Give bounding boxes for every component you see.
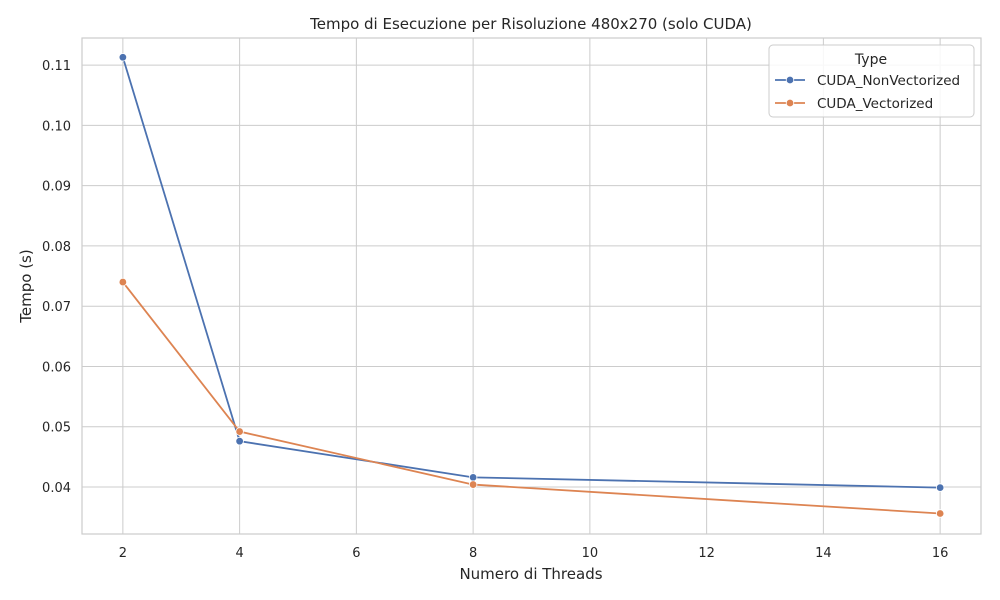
series-line-0 [122, 57, 941, 489]
y-tick-label: 0.06 [42, 360, 71, 375]
x-tick-label: 6 [352, 546, 360, 561]
legend-title: Type [854, 52, 887, 68]
x-tick-label: 16 [932, 546, 949, 561]
y-tick-label: 0.04 [42, 481, 71, 496]
x-tick-label: 12 [698, 546, 715, 561]
series-group [118, 53, 945, 518]
chart-title: Tempo di Esecuzione per Risoluzione 480x… [309, 15, 752, 33]
data-point [468, 480, 478, 489]
legend: Type CUDA_NonVectorized CUDA_Vectorized [768, 44, 975, 118]
data-point [468, 473, 478, 482]
x-tick-label: 14 [815, 546, 832, 561]
grid [82, 38, 981, 534]
y-tick-label: 0.09 [42, 180, 71, 195]
legend-marker-1 [785, 98, 795, 108]
series-line-1 [122, 281, 941, 515]
data-point [118, 277, 128, 287]
x-tick-labels: 2 4 6 8 10 12 14 16 [119, 546, 949, 561]
data-point [935, 483, 945, 492]
data-point [235, 427, 244, 436]
data-point [935, 509, 945, 518]
y-tick-label: 0.08 [42, 240, 71, 255]
x-tick-label: 8 [469, 546, 477, 561]
legend-label-0: CUDA_NonVectorized [817, 73, 960, 89]
y-tick-label: 0.10 [42, 119, 71, 134]
data-point [235, 436, 244, 446]
x-tick-label: 2 [119, 546, 127, 561]
data-point [118, 53, 128, 62]
legend-box [768, 44, 975, 118]
y-tick-label: 0.05 [42, 421, 71, 436]
y-tick-label: 0.11 [42, 59, 71, 74]
legend-label-1: CUDA_Vectorized [817, 96, 933, 112]
y-axis-label: Tempo (s) [17, 249, 35, 323]
legend-items: CUDA_NonVectorized CUDA_Vectorized [775, 73, 960, 112]
x-tick-label: 10 [582, 546, 599, 561]
x-axis-label: Numero di Threads [459, 565, 602, 583]
y-tick-label: 0.07 [42, 300, 71, 315]
x-tick-label: 4 [235, 546, 243, 561]
y-tick-labels: 0.04 0.05 0.06 0.07 0.08 0.09 0.10 0.11 [42, 59, 71, 496]
legend-marker-0 [785, 75, 795, 85]
plot-frame [81, 37, 982, 535]
